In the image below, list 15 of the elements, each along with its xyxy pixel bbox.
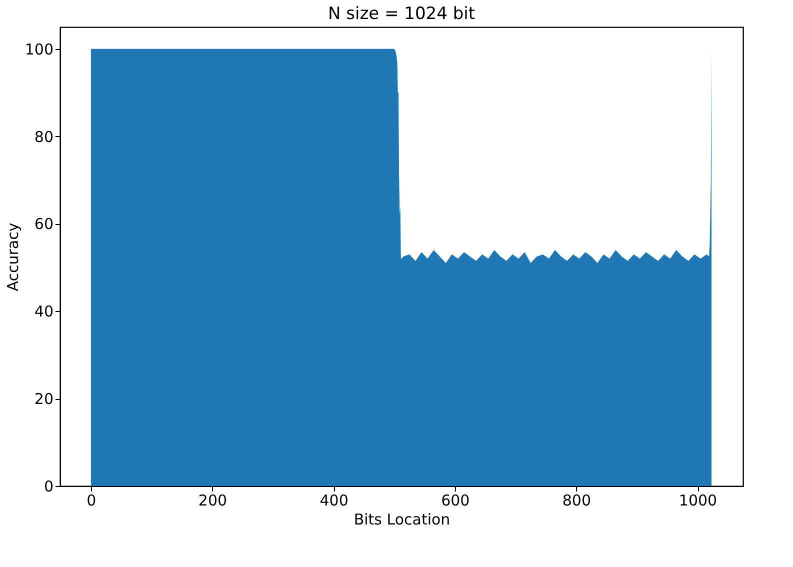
x-tick-label: 1000 [678, 492, 718, 510]
y-tick-label: 40 [34, 302, 54, 321]
x-tick-label: 0 [86, 492, 96, 510]
x-axis-title: Bits Location [354, 510, 450, 528]
x-tick-label: 600 [441, 492, 470, 510]
x-tick-label: 800 [562, 492, 592, 510]
y-tick-label: 100 [24, 40, 54, 58]
x-tick-label: 200 [198, 492, 228, 510]
y-axis-title: Accuracy [4, 222, 22, 292]
y-tick-label: 80 [34, 128, 54, 146]
y-tick-label: 20 [34, 390, 54, 408]
y-tick-label: 60 [34, 215, 54, 234]
y-tick-label: 0 [44, 478, 54, 496]
chart-title: N size = 1024 bit [328, 4, 476, 24]
x-tick-label: 400 [320, 492, 348, 510]
